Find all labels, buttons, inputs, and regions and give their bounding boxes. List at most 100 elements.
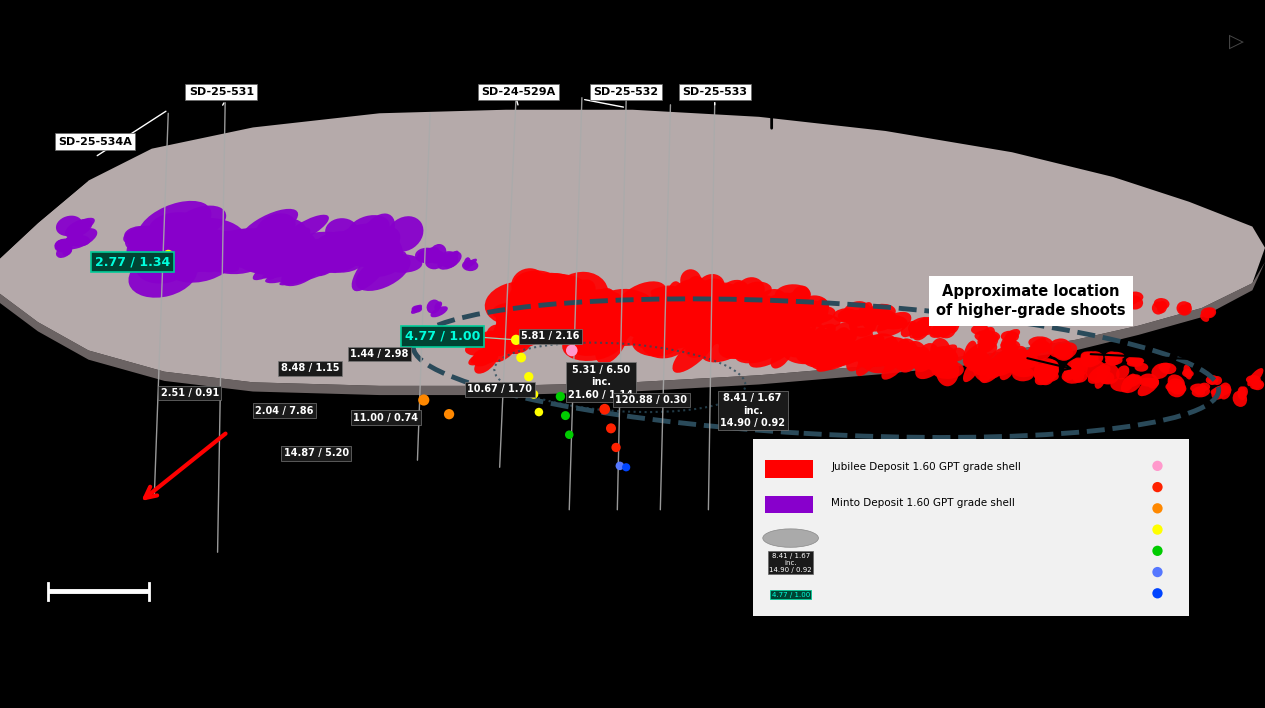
Ellipse shape — [812, 339, 853, 358]
Ellipse shape — [931, 360, 964, 379]
Ellipse shape — [507, 339, 530, 354]
Ellipse shape — [519, 301, 546, 317]
Ellipse shape — [320, 233, 347, 254]
Text: SD-25-534A: SD-25-534A — [58, 137, 132, 147]
Ellipse shape — [694, 295, 713, 307]
Text: 8.41 / 1.67
inc.
14.90 / 0.92: 8.41 / 1.67 inc. 14.90 / 0.92 — [769, 553, 812, 573]
Ellipse shape — [1208, 377, 1218, 385]
Ellipse shape — [248, 224, 318, 259]
Ellipse shape — [200, 230, 278, 246]
Ellipse shape — [257, 213, 296, 243]
Point — [519, 371, 539, 382]
Ellipse shape — [763, 299, 787, 316]
Ellipse shape — [543, 319, 569, 341]
Ellipse shape — [420, 247, 439, 263]
Ellipse shape — [56, 244, 72, 258]
Ellipse shape — [826, 341, 870, 367]
Ellipse shape — [867, 333, 898, 358]
Ellipse shape — [1027, 346, 1041, 357]
Point — [595, 404, 615, 415]
Ellipse shape — [1104, 351, 1117, 362]
Ellipse shape — [495, 306, 529, 341]
Ellipse shape — [669, 314, 700, 338]
Ellipse shape — [182, 239, 245, 262]
Ellipse shape — [715, 284, 739, 307]
Ellipse shape — [634, 295, 681, 326]
Ellipse shape — [861, 307, 892, 326]
Ellipse shape — [762, 312, 797, 353]
Text: 8.41 / 1.67
inc.
14.90 / 0.92: 8.41 / 1.67 inc. 14.90 / 0.92 — [720, 393, 786, 428]
Ellipse shape — [297, 243, 330, 261]
Ellipse shape — [1218, 382, 1231, 399]
Ellipse shape — [726, 302, 754, 334]
Ellipse shape — [1004, 329, 1020, 341]
Ellipse shape — [923, 346, 956, 370]
Ellipse shape — [732, 318, 772, 360]
Ellipse shape — [646, 309, 679, 343]
Ellipse shape — [549, 272, 608, 324]
Point — [1147, 460, 1168, 472]
Ellipse shape — [835, 335, 884, 364]
Ellipse shape — [434, 302, 441, 310]
Ellipse shape — [311, 246, 343, 258]
Ellipse shape — [176, 246, 219, 272]
Ellipse shape — [239, 247, 320, 263]
Ellipse shape — [367, 249, 390, 270]
Ellipse shape — [650, 296, 681, 325]
Polygon shape — [13, 195, 51, 216]
Ellipse shape — [473, 352, 493, 367]
Ellipse shape — [1138, 377, 1157, 387]
Ellipse shape — [694, 288, 730, 314]
Ellipse shape — [361, 214, 395, 252]
Ellipse shape — [863, 350, 899, 373]
Ellipse shape — [386, 216, 424, 251]
Ellipse shape — [849, 310, 877, 337]
Ellipse shape — [915, 355, 940, 368]
Ellipse shape — [732, 326, 772, 346]
Ellipse shape — [816, 348, 854, 372]
Ellipse shape — [430, 307, 448, 317]
Ellipse shape — [68, 218, 95, 234]
Ellipse shape — [138, 221, 192, 268]
Ellipse shape — [348, 215, 390, 243]
Ellipse shape — [638, 287, 687, 325]
Ellipse shape — [1247, 368, 1264, 387]
Ellipse shape — [802, 324, 836, 353]
Ellipse shape — [896, 346, 925, 360]
Ellipse shape — [1135, 362, 1149, 372]
Point — [550, 391, 571, 402]
Ellipse shape — [1194, 387, 1206, 396]
Ellipse shape — [1183, 368, 1190, 375]
Ellipse shape — [727, 336, 770, 361]
Ellipse shape — [162, 229, 240, 282]
Ellipse shape — [988, 347, 1013, 367]
Ellipse shape — [493, 308, 521, 340]
Ellipse shape — [701, 324, 754, 362]
Ellipse shape — [1047, 338, 1071, 358]
Point — [529, 406, 549, 418]
Ellipse shape — [196, 250, 275, 268]
Ellipse shape — [549, 309, 584, 329]
Ellipse shape — [1121, 374, 1136, 392]
Ellipse shape — [896, 339, 911, 368]
Ellipse shape — [1128, 357, 1142, 366]
Ellipse shape — [734, 329, 791, 363]
Ellipse shape — [775, 334, 806, 351]
Ellipse shape — [894, 350, 923, 368]
Ellipse shape — [856, 341, 880, 369]
Ellipse shape — [863, 309, 897, 331]
Ellipse shape — [509, 304, 543, 320]
Ellipse shape — [1126, 295, 1144, 309]
Ellipse shape — [837, 309, 859, 323]
Ellipse shape — [799, 295, 829, 318]
Ellipse shape — [285, 258, 324, 283]
Ellipse shape — [796, 307, 824, 320]
Ellipse shape — [297, 251, 353, 261]
Point — [588, 385, 608, 396]
Ellipse shape — [209, 241, 238, 256]
Ellipse shape — [123, 226, 158, 245]
Ellipse shape — [145, 236, 166, 253]
Ellipse shape — [1171, 384, 1187, 394]
Ellipse shape — [468, 346, 502, 365]
Ellipse shape — [1192, 386, 1211, 397]
